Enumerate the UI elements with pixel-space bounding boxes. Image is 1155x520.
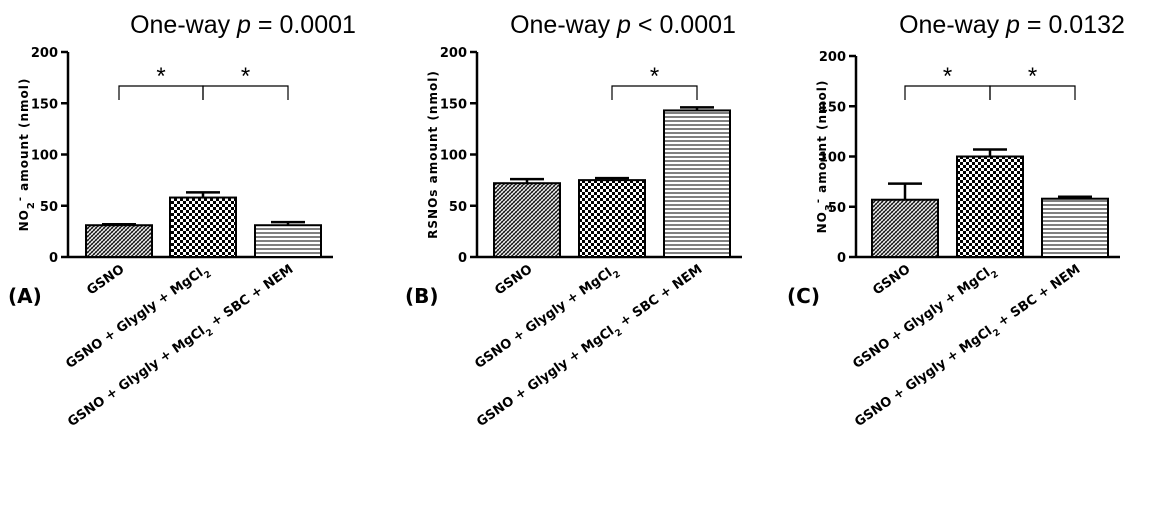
category-tail: + SBC + NEM xyxy=(992,262,1084,332)
category-label: GSNO + Glygly + MgCl2 xyxy=(472,262,622,375)
category-label: GSNO + Glygly + MgCl2 xyxy=(850,262,1000,375)
title-suffix: = 0.0001 xyxy=(251,11,356,39)
significance-star: * xyxy=(650,63,659,90)
ylabel-sub: 2 xyxy=(26,201,37,209)
y-tick-label: 150 xyxy=(31,97,58,112)
bar-1 xyxy=(871,198,939,258)
category-tail: + SBC + NEM xyxy=(205,262,297,332)
bar-3 xyxy=(254,224,322,259)
category-sub: 2 xyxy=(612,269,623,281)
bar-2 xyxy=(169,196,237,259)
category-sub: 2 xyxy=(614,328,625,340)
ylabel-main: NO xyxy=(815,211,829,233)
title-prefix: One-way xyxy=(510,11,617,39)
category-text: GSNO + Glygly + MgCl xyxy=(474,324,617,430)
y-tick-label: 150 xyxy=(819,100,846,115)
y-tick-label: 100 xyxy=(819,151,846,166)
panel-3: One-way p = 0.0132 0 50 100 150 200 NO3- amoun… xyxy=(787,11,1125,430)
category-tail: + SBC + NEM xyxy=(614,262,706,332)
y-axis-label: NO3- amount (nmol) xyxy=(813,80,835,234)
significance-star: * xyxy=(241,63,250,90)
panel-title: One-way p < 0.0001 xyxy=(510,11,736,39)
ylabel-main: RSNOs amount (nmol) xyxy=(426,70,440,239)
category-text: GSNO xyxy=(492,262,535,298)
panel-label: (C) xyxy=(787,284,820,308)
title-p-italic: p xyxy=(616,11,631,39)
y-tick-label: 50 xyxy=(40,200,58,215)
category-text: GSNO + Glygly + MgCl xyxy=(63,266,206,372)
y-axis-label: NO2- amount (nmol) xyxy=(15,78,37,232)
ylabel-rest: amount (nmol) xyxy=(17,78,31,196)
bar-2 xyxy=(956,155,1024,258)
bar-1 xyxy=(85,224,153,259)
y-tick-label: 50 xyxy=(449,200,467,215)
bar-3 xyxy=(1041,197,1109,259)
ylabel-sup: - xyxy=(15,196,26,201)
y-tick-label: 0 xyxy=(49,251,58,266)
category-text: GSNO + Glygly + MgCl xyxy=(850,266,993,372)
bar-3 xyxy=(663,109,731,258)
panel-title: One-way p = 0.0001 xyxy=(130,11,356,39)
significance-star: * xyxy=(156,63,165,90)
y-tick-label: 200 xyxy=(819,50,846,65)
title-suffix: < 0.0001 xyxy=(631,11,736,39)
category-text: GSNO + Glygly + MgCl xyxy=(65,324,208,430)
y-tick-label: 0 xyxy=(458,251,467,266)
title-p-italic: p xyxy=(1005,11,1020,39)
title-p-italic: p xyxy=(236,11,251,39)
significance-bracket xyxy=(611,85,698,100)
ylabel-sup: - xyxy=(813,198,824,203)
significance-star: * xyxy=(943,63,952,90)
category-label: GSNO xyxy=(492,262,535,298)
y-tick-label: 100 xyxy=(31,149,58,164)
category-text: GSNO xyxy=(84,262,127,298)
category-sub: 2 xyxy=(992,328,1003,340)
category-sub: 2 xyxy=(203,269,214,281)
category-sub: 2 xyxy=(990,269,1001,281)
category-sub: 2 xyxy=(205,328,216,340)
y-tick-label: 50 xyxy=(828,201,846,216)
significance-bracket xyxy=(202,85,289,100)
y-axis-label: RSNOs amount (nmol) xyxy=(426,70,440,239)
category-label: GSNO xyxy=(84,262,127,298)
category-text: GSNO + Glygly + MgCl xyxy=(472,266,615,372)
ylabel-main: NO xyxy=(17,209,31,231)
title-prefix: One-way xyxy=(130,11,237,39)
title-prefix: One-way xyxy=(899,11,1006,39)
category-label: GSNO xyxy=(870,262,913,298)
category-text: GSNO xyxy=(870,262,913,298)
panel-title: One-way p = 0.0132 xyxy=(899,11,1125,39)
panel-label: (B) xyxy=(405,284,439,308)
y-tick-label: 200 xyxy=(31,46,58,61)
category-text: GSNO + Glygly + MgCl xyxy=(852,324,995,430)
ylabel-rest: amount (nmol) xyxy=(815,80,829,198)
y-tick-label: 0 xyxy=(837,251,846,266)
category-label: GSNO + Glygly + MgCl2 xyxy=(63,262,213,375)
significance-star: * xyxy=(1028,63,1037,90)
bar-2 xyxy=(578,179,646,258)
significance-bracket xyxy=(989,85,1076,100)
bar-1 xyxy=(493,182,561,258)
ylabel-sub: 3 xyxy=(824,203,835,211)
y-tick-label: 100 xyxy=(440,149,467,164)
y-tick-label: 150 xyxy=(440,97,467,112)
y-tick-label: 200 xyxy=(440,46,467,61)
title-suffix: = 0.0132 xyxy=(1020,11,1125,39)
panel-label: (A) xyxy=(8,284,42,308)
